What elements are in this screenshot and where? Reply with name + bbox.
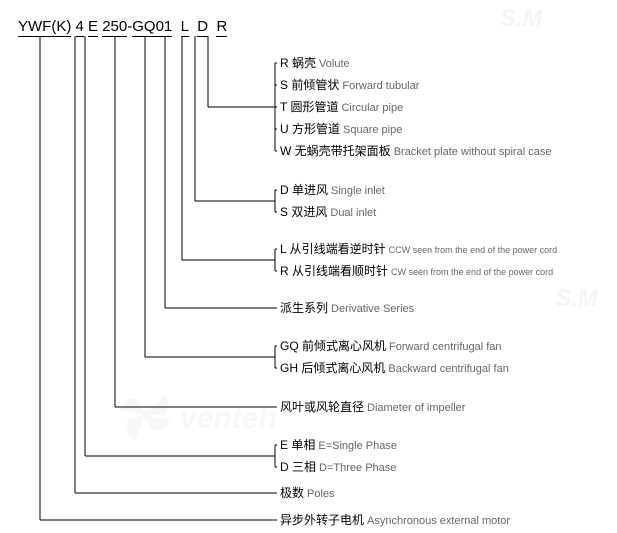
option-cn: 从引线端看顺时针 xyxy=(292,264,388,278)
option-cn: 前倾式离心风机 xyxy=(302,339,386,353)
option-en: Dual inlet xyxy=(330,207,376,219)
option-cn: 前倾管状 xyxy=(291,78,339,92)
option-en: D=Three Phase xyxy=(319,462,396,474)
label-row-housing-1: S 前倾管状Forward tubular xyxy=(280,76,419,93)
option-en: Bracket plate without spiral case xyxy=(394,146,552,158)
option-cn: 单进风 xyxy=(292,183,328,197)
label-row-inlet-0: D 单进风Single inlet xyxy=(280,181,385,198)
option-code: GH xyxy=(280,361,298,375)
option-en: Square pipe xyxy=(343,124,402,136)
option-code: S xyxy=(280,205,288,219)
option-en: CW seen from the end of the power cord xyxy=(391,267,553,277)
option-cn: 蜗壳 xyxy=(292,56,316,70)
option-en: Backward centrifugal fan xyxy=(388,363,508,375)
label-row-fan_type-0: GQ 前倾式离心风机Forward centrifugal fan xyxy=(280,337,502,354)
option-en: E=Single Phase xyxy=(318,440,397,452)
label-row-fan_type-1: GH 后倾式离心风机Backward centrifugal fan xyxy=(280,359,509,376)
label-row-poles-0: 极数Poles xyxy=(280,484,335,501)
label-row-housing-2: T 圆形管道Circular pipe xyxy=(280,98,403,115)
option-code: D xyxy=(280,183,289,197)
option-en: Volute xyxy=(319,58,350,70)
option-en: Forward tubular xyxy=(342,80,419,92)
option-cn: 极数 xyxy=(280,486,304,500)
option-cn: 后倾式离心风机 xyxy=(301,361,385,375)
option-code: T xyxy=(280,100,287,114)
option-code: S xyxy=(280,78,288,92)
option-cn: 从引线端看逆时针 xyxy=(290,242,386,256)
option-cn: 风叶或风轮直径 xyxy=(280,400,364,414)
option-code: L xyxy=(280,242,286,256)
label-row-housing-4: W 无蜗壳带托架面板Bracket plate without spiral c… xyxy=(280,142,551,159)
labels-layer: R 蜗壳Volute S 前倾管状Forward tubular T 圆形管道Cir… xyxy=(0,0,617,533)
label-row-motor-0: 异步外转子电机Asynchronous external motor xyxy=(280,511,510,528)
label-row-phase-0: E 单相E=Single Phase xyxy=(280,436,397,453)
option-en: Asynchronous external motor xyxy=(367,515,510,527)
option-cn: 双进风 xyxy=(291,205,327,219)
label-row-rotation-1: R 从引线端看顺时针CW seen from the end of the po… xyxy=(280,262,553,279)
option-cn: 三相 xyxy=(292,460,316,474)
option-en: Circular pipe xyxy=(341,102,403,114)
option-code: GQ xyxy=(280,339,299,353)
label-row-housing-3: U 方形管道Square pipe xyxy=(280,120,402,137)
label-row-derivative-0: 派生系列Derivative Series xyxy=(280,299,414,316)
option-cn: 方形管道 xyxy=(292,122,340,136)
label-row-housing-0: R 蜗壳Volute xyxy=(280,54,350,71)
option-cn: 无蜗壳带托架面板 xyxy=(295,144,391,158)
option-en: Poles xyxy=(307,488,335,500)
option-code: R xyxy=(280,264,289,278)
option-en: Single inlet xyxy=(331,185,385,197)
label-row-diameter-0: 风叶或风轮直径Diameter of impeller xyxy=(280,398,465,415)
option-en: Forward centrifugal fan xyxy=(389,341,502,353)
label-row-phase-1: D 三相D=Three Phase xyxy=(280,458,396,475)
label-row-inlet-1: S 双进风Dual inlet xyxy=(280,203,376,220)
option-cn: 异步外转子电机 xyxy=(280,513,364,527)
option-cn: 圆形管道 xyxy=(290,100,338,114)
option-en: Derivative Series xyxy=(331,303,414,315)
option-code: W xyxy=(280,144,291,158)
option-en: CCW seen from the end of the power cord xyxy=(389,245,558,255)
option-cn: 派生系列 xyxy=(280,301,328,315)
label-row-rotation-0: L 从引线端看逆时针CCW seen from the end of the p… xyxy=(280,240,557,257)
option-cn: 单相 xyxy=(291,438,315,452)
option-en: Diameter of impeller xyxy=(367,402,465,414)
option-code: U xyxy=(280,122,289,136)
option-code: D xyxy=(280,460,289,474)
option-code: R xyxy=(280,56,289,70)
option-code: E xyxy=(280,438,288,452)
